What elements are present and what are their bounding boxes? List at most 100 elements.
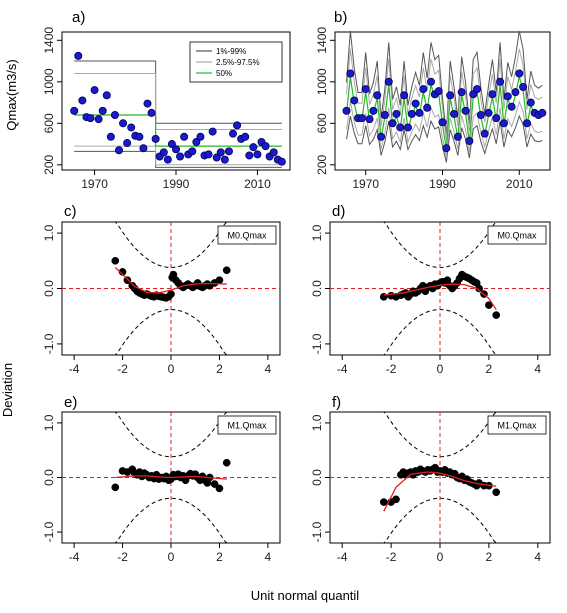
data-point [215, 276, 224, 285]
data-point [361, 85, 370, 94]
y-tick-label: 0.0 [42, 280, 56, 297]
x-tick-label: -4 [69, 362, 80, 376]
data-point [396, 123, 405, 132]
x-tick-label: 1970 [352, 177, 379, 191]
data-point [357, 114, 366, 123]
worm-line [115, 475, 227, 480]
y-tick-label: 1000 [315, 68, 329, 95]
model-tag: M1.Qmax [227, 421, 267, 431]
data-point [180, 132, 189, 141]
x-tick-label: 4 [265, 550, 272, 564]
panel-3: c) -4 -2 0 2 4 -1.0 0.0 1.0 M0.Qmax [42, 203, 281, 376]
data-point [519, 82, 528, 91]
x-tick-label: 2010 [506, 177, 533, 191]
data-point [415, 108, 424, 117]
data-point [400, 91, 409, 100]
data-point [434, 87, 443, 96]
data-point [453, 132, 462, 141]
panel-label: e) [64, 394, 77, 411]
y-tick-label: 1.0 [42, 224, 56, 241]
ylabel-top: Qmax(m3/s) [4, 59, 19, 131]
data-point [403, 123, 412, 132]
data-point [212, 153, 221, 162]
x-tick-label: 4 [534, 362, 541, 376]
band-lower-line [74, 145, 282, 166]
x-tick-label: -4 [69, 550, 80, 564]
x-tick-label: 1990 [163, 177, 190, 191]
data-point [220, 155, 229, 164]
envelope-upper [64, 411, 278, 458]
data-point [442, 144, 451, 153]
x-tick-label: 2 [486, 362, 493, 376]
x-tick-label: 2 [486, 550, 493, 564]
model-tag: M0.Qmax [227, 231, 267, 241]
y-tick-label: 1400 [42, 27, 56, 54]
data-point [373, 91, 382, 100]
data-point [380, 111, 389, 120]
data-point [480, 129, 489, 138]
median-line [74, 114, 282, 147]
data-point [188, 147, 197, 156]
panel-label: c) [64, 203, 77, 220]
data-point [484, 108, 493, 117]
data-point [119, 119, 128, 128]
data-point [423, 103, 432, 112]
data-point [499, 119, 508, 128]
y-tick-label: 200 [42, 154, 56, 174]
panel-1: a) 1970 1990 2010 200 600 1000 1400 1%-99% 2.5%-9… [42, 9, 291, 191]
x-tick-label: 1990 [429, 177, 456, 191]
band-lower-line [346, 114, 543, 163]
data-point [127, 123, 136, 132]
data-point [111, 256, 120, 265]
data-point [115, 146, 124, 155]
data-point [106, 132, 115, 141]
data-point [135, 132, 144, 141]
data-point [392, 109, 401, 118]
data-point [261, 142, 270, 151]
data-point [369, 106, 378, 115]
data-point [139, 144, 148, 153]
data-point [123, 139, 132, 148]
panel-6: f) -4 -2 0 2 4 -1.0 0.0 1.0 M1.Qmax [310, 394, 551, 564]
y-tick-label: 0.0 [310, 280, 324, 297]
data-point [216, 148, 225, 157]
x-tick-label: -2 [386, 362, 397, 376]
data-point [110, 111, 119, 120]
model-tag-box [487, 415, 547, 435]
data-point [74, 51, 83, 60]
data-point [346, 69, 355, 78]
panel-4: d) -4 -2 0 2 4 -1.0 0.0 1.0 M0.Qmax [310, 203, 551, 376]
band-upper-line [346, 30, 543, 135]
data-point [249, 143, 258, 152]
model-tag: M1.Qmax [497, 421, 537, 431]
x-tick-label: 2010 [244, 177, 271, 191]
data-point [90, 86, 99, 95]
data-point [167, 140, 176, 149]
data-point [419, 85, 428, 94]
envelope-upper [64, 221, 278, 268]
y-tick-label: 600 [315, 113, 329, 133]
data-point [167, 290, 175, 298]
data-point [277, 157, 286, 166]
model-tag: M0.Qmax [497, 231, 537, 241]
data-point [78, 96, 87, 105]
x-tick-label: -4 [337, 550, 348, 564]
y-tick-label: 0.0 [42, 469, 56, 486]
y-tick-label: -1.0 [42, 521, 56, 542]
data-point [507, 102, 516, 111]
x-tick-label: 0 [437, 550, 444, 564]
data-point [492, 488, 501, 497]
data-point [208, 127, 217, 136]
y-tick-label: 1000 [42, 68, 56, 95]
data-point [350, 96, 359, 105]
x-tick-label: -2 [117, 362, 128, 376]
data-point [388, 119, 397, 128]
x-tick-label: -4 [337, 362, 348, 376]
data-point [365, 115, 374, 124]
envelope-lower [64, 309, 278, 356]
data-point [377, 132, 386, 141]
panel-2: b) 1970 1990 2010 200 600 1000 1400 [315, 9, 551, 191]
envelope-lower [64, 497, 278, 544]
data-point [488, 90, 497, 99]
data-point [457, 88, 466, 97]
